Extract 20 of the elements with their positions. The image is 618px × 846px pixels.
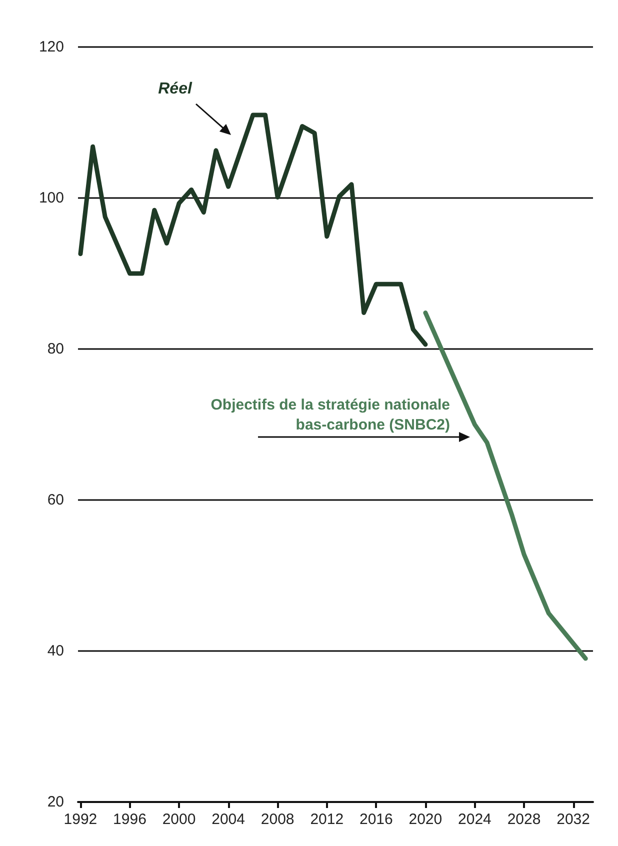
y-tick-label: 80	[47, 340, 64, 358]
x-tick-label: 2004	[212, 811, 245, 828]
x-tick-label: 2000	[162, 811, 196, 828]
y-tick-label: 20	[47, 794, 64, 810]
y-tick-label: 40	[47, 642, 64, 660]
y-tick-label: 100	[38, 190, 64, 206]
annotation: Objectifs de la stratégie nationale bas-carbone (SNBC2)	[210, 396, 450, 434]
x-tick-label: 2032	[556, 811, 590, 828]
y-tick-label: 60	[47, 492, 64, 508]
x-tick-label: 2012	[310, 811, 344, 828]
x-tick-label: 2024	[458, 811, 492, 828]
x-tick-label: 2008	[260, 811, 294, 828]
x-tick-label: 2028	[507, 811, 541, 828]
line-series	[78, 112, 428, 347]
annotation: Réel	[158, 80, 192, 98]
x-tick-label: 2016	[359, 811, 393, 828]
y-tick-label: 120	[38, 38, 64, 56]
x-tick-label: 2020	[408, 811, 442, 828]
x-tick-label: 1992	[64, 811, 98, 828]
x-tick-label: 1996	[113, 811, 146, 828]
